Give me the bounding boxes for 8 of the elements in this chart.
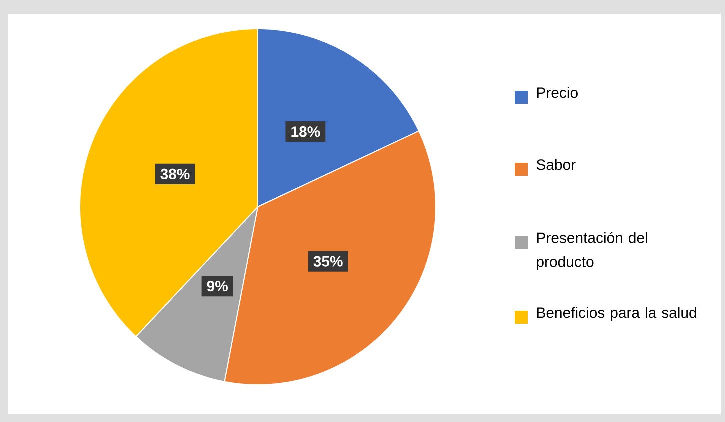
legend-label: Sabor [536, 159, 576, 170]
legend-label: Beneficios para la salud [537, 307, 696, 322]
legend-label: Presentación del producto [537, 232, 648, 270]
legend-label: Precio [537, 87, 578, 98]
data-label: 38% [160, 168, 190, 180]
data-label: 9% [207, 281, 228, 292]
data-label: 35% [314, 256, 343, 267]
data-label: 18% [292, 126, 320, 138]
